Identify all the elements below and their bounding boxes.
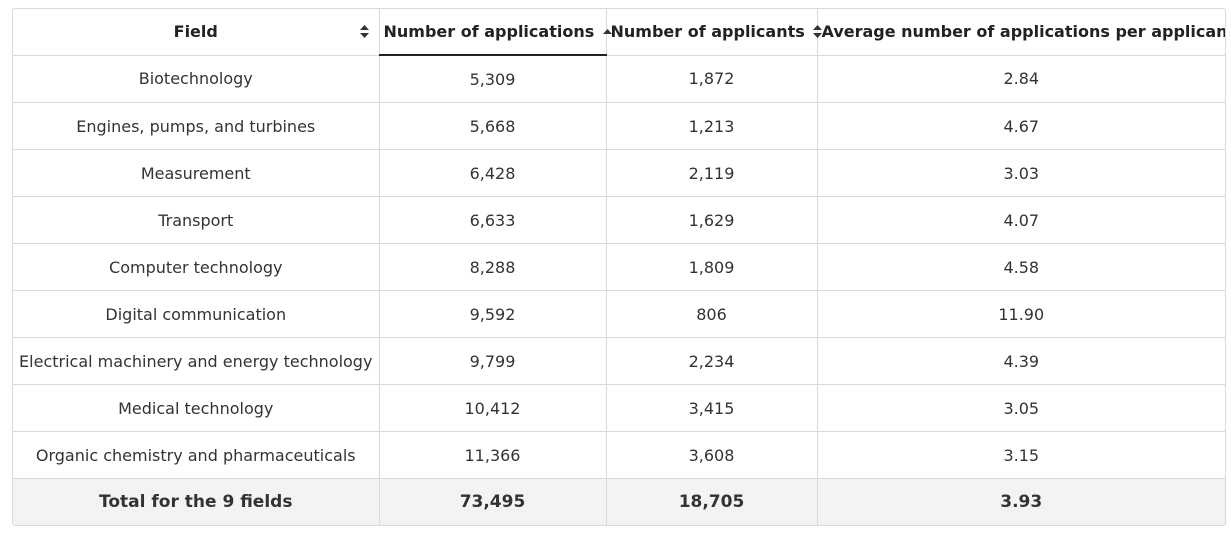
table-row: Measurement 6,428 2,119 3.03 xyxy=(13,149,1225,197)
column-header-field[interactable]: Field xyxy=(13,9,380,56)
cell-average: 4.67 xyxy=(817,102,1225,150)
table-row: Digital communication 9,592 806 11.90 xyxy=(13,290,1225,338)
column-header-applications[interactable]: Number of applications xyxy=(379,9,612,56)
table-row: Electrical machinery and energy technolo… xyxy=(13,337,1225,385)
cell-field: Computer technology xyxy=(13,243,380,291)
cell-applicants: 1,213 xyxy=(606,102,818,150)
table-row: Medical technology 10,412 3,415 3.05 xyxy=(13,384,1225,432)
cell-applications: 10,412 xyxy=(379,384,607,432)
table-row: Computer technology 8,288 1,809 4.58 xyxy=(13,243,1225,291)
cell-applications: 11,366 xyxy=(379,431,607,479)
column-header-label: Number of applicants xyxy=(610,22,805,42)
cell-average: 4.58 xyxy=(817,243,1225,291)
table-row: Transport 6,633 1,629 4.07 xyxy=(13,196,1225,244)
cell-field: Organic chemistry and pharmaceuticals xyxy=(13,431,380,479)
cell-field: Transport xyxy=(13,196,380,244)
table-row: Organic chemistry and pharmaceuticals 11… xyxy=(13,431,1225,479)
cell-applicants: 3,608 xyxy=(606,431,818,479)
cell-applicants: 2,119 xyxy=(606,149,818,197)
total-applicants: 18,705 xyxy=(606,478,818,525)
cell-applications: 9,799 xyxy=(379,337,607,385)
cell-average: 3.03 xyxy=(817,149,1225,197)
cell-applicants: 3,415 xyxy=(606,384,818,432)
total-row: Total for the 9 fields 73,495 18,705 3.9… xyxy=(13,478,1225,525)
cell-applications: 6,428 xyxy=(379,149,607,197)
column-header-applicants[interactable]: Number of applicants xyxy=(606,9,823,56)
cell-applications: 8,288 xyxy=(379,243,607,291)
cell-average: 4.39 xyxy=(817,337,1225,385)
column-header-label: Number of applications xyxy=(383,22,595,41)
column-header-label: Field xyxy=(173,22,218,42)
cell-average: 3.05 xyxy=(817,384,1225,432)
header-row: Field Number of applications Nu xyxy=(13,9,1226,56)
cell-applicants: 1,629 xyxy=(606,196,818,244)
applications-table: Field Number of applications Nu xyxy=(13,9,1225,525)
cell-applications: 9,592 xyxy=(379,290,607,338)
cell-field: Electrical machinery and energy technolo… xyxy=(13,337,380,385)
cell-applications: 5,309 xyxy=(379,55,607,103)
cell-field: Measurement xyxy=(13,149,380,197)
cell-field: Medical technology xyxy=(13,384,380,432)
cell-field: Digital communication xyxy=(13,290,380,338)
column-header-label: Average number of applications per appli… xyxy=(821,22,1226,42)
cell-field: Engines, pumps, and turbines xyxy=(13,102,380,150)
cell-applicants: 2,234 xyxy=(606,337,818,385)
table-header: Field Number of applications Nu xyxy=(13,9,1226,56)
cell-applicants: 1,872 xyxy=(606,55,818,103)
total-applications: 73,495 xyxy=(379,478,607,525)
cell-average: 2.84 xyxy=(817,55,1225,103)
table-row: Engines, pumps, and turbines 5,668 1,213… xyxy=(13,102,1225,150)
cell-average: 3.15 xyxy=(817,431,1225,479)
total-average: 3.93 xyxy=(817,478,1225,525)
cell-applications: 5,668 xyxy=(379,102,607,150)
cell-average: 4.07 xyxy=(817,196,1225,244)
cell-applicants: 806 xyxy=(606,290,818,338)
table-row: Biotechnology 5,309 1,872 2.84 xyxy=(13,55,1225,103)
total-label: Total for the 9 fields xyxy=(13,478,380,525)
column-header-average[interactable]: Average number of applications per appli… xyxy=(817,9,1226,56)
cell-field: Biotechnology xyxy=(13,55,380,103)
cell-average: 11.90 xyxy=(817,290,1225,338)
data-table-container: Field Number of applications Nu xyxy=(12,8,1226,526)
table-body: Biotechnology 5,309 1,872 2.84 Engines, … xyxy=(13,55,1225,525)
cell-applicants: 1,809 xyxy=(606,243,818,291)
cell-applications: 6,633 xyxy=(379,196,607,244)
sort-both-icon[interactable] xyxy=(360,25,370,39)
